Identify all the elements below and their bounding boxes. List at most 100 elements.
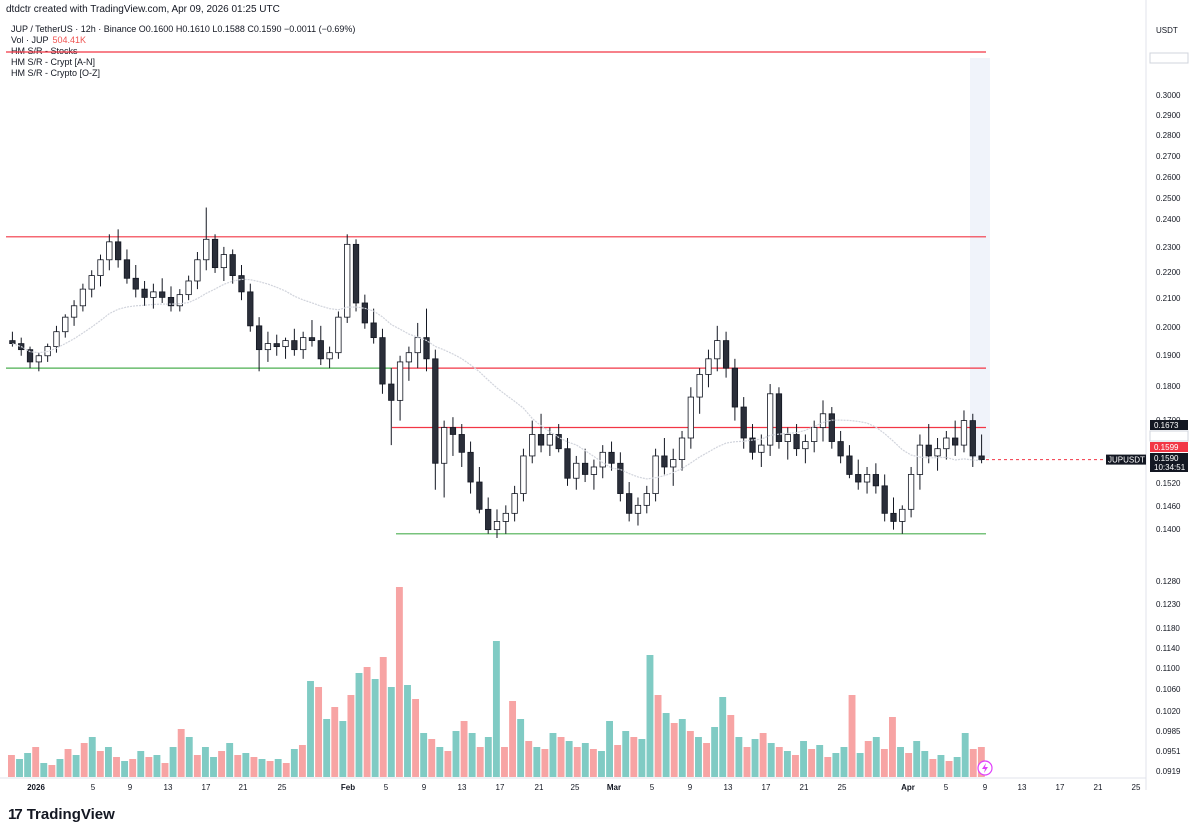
candle-body	[291, 340, 298, 351]
candle-body	[749, 437, 756, 453]
volume-bar	[703, 743, 710, 777]
candle	[537, 413, 545, 453]
candle-body	[863, 474, 871, 483]
candle	[925, 424, 932, 464]
candle	[194, 252, 201, 290]
candle	[159, 278, 166, 303]
volume-bar	[525, 741, 533, 777]
price-tag-bg	[1150, 462, 1188, 472]
candle	[388, 368, 395, 446]
price-tag-bg	[1149, 52, 1189, 64]
volume-bar	[509, 701, 517, 777]
x-tick-label: 9	[688, 783, 693, 792]
lightning-icon[interactable]	[977, 760, 993, 776]
x-tick-label: 9	[983, 783, 988, 792]
volume-bar	[210, 757, 217, 777]
volume-bar	[501, 747, 508, 777]
candle-body	[352, 243, 360, 304]
indicator-label: HM S/R - Crypto [O-Z]	[11, 68, 101, 78]
candle	[432, 349, 439, 490]
candle	[511, 485, 518, 522]
volume-legend-row[interactable]: Vol · JUP 504.41K	[11, 35, 355, 46]
candle-body	[634, 504, 642, 514]
volume-bar	[614, 745, 622, 777]
volume-bar	[444, 751, 452, 777]
price-tag-label: 0.1590	[1154, 454, 1179, 463]
volume-bar	[783, 751, 791, 777]
candle-body	[35, 355, 42, 363]
y-tick-label: 0.2900	[1156, 111, 1181, 120]
tradingview-logo[interactable]: 17 TradingView	[8, 806, 115, 823]
y-tick-label: 0.2800	[1156, 131, 1181, 140]
volume-bar	[727, 715, 735, 777]
volume-bar	[323, 719, 331, 777]
candle-body	[661, 455, 668, 468]
session-shade	[970, 58, 990, 458]
x-tick-label: 13	[1018, 783, 1027, 792]
candle-body	[493, 521, 501, 531]
volume-bar	[258, 759, 266, 777]
header-text: dtdctr created with TradingView.com, Apr…	[6, 4, 280, 15]
x-tick-label: 25	[278, 783, 287, 792]
candle-body	[467, 451, 474, 483]
candle	[150, 283, 157, 309]
x-tick-label: Apr	[901, 783, 915, 792]
y-tick-label: 0.1400	[1156, 525, 1181, 534]
candle-body	[26, 349, 34, 363]
x-tick-label: 25	[838, 783, 847, 792]
candle-body	[793, 434, 800, 450]
candle	[863, 466, 871, 494]
candle	[335, 311, 342, 359]
candle	[264, 331, 272, 362]
volume-bar	[436, 747, 444, 777]
price-chart[interactable]: USDT 0.3000 0.2900 0.2800 0.2700 0.2600 0.2500…	[0, 0, 1199, 800]
candle	[414, 322, 421, 369]
indicator-row-crypt-a-n[interactable]: HM S/R - Crypt [A-N]	[11, 57, 355, 68]
price-tag-label: 0.1599	[1154, 443, 1179, 452]
candle	[211, 234, 219, 273]
candle-body	[546, 434, 553, 446]
candle-body	[247, 291, 254, 327]
volume-bar	[282, 763, 290, 777]
volume-bar	[581, 743, 589, 777]
candle-body	[326, 352, 333, 360]
x-tick-label: 21	[800, 783, 809, 792]
ohlc-row[interactable]: JUP / TetherUS · 12h · Binance O0.1600 H…	[11, 24, 355, 35]
candle-body	[767, 393, 774, 446]
candle-body	[97, 259, 104, 276]
candle-body	[317, 340, 324, 360]
volume-bar	[767, 743, 775, 777]
x-tick-label: 25	[571, 783, 580, 792]
high-label: H	[175, 24, 183, 34]
y-tick-label: 0.1100	[1156, 664, 1180, 673]
volume-bar	[686, 731, 694, 777]
candle-body	[485, 508, 492, 531]
volume-bar	[412, 699, 420, 777]
candle-body	[608, 451, 615, 464]
candle-body	[79, 288, 87, 307]
candle	[705, 349, 712, 388]
brand-name: TradingView	[26, 806, 115, 823]
volume-bar	[355, 673, 363, 777]
y-tick-label: 0.1800	[1156, 382, 1181, 391]
candle	[141, 280, 148, 306]
candle	[379, 328, 386, 394]
candle	[405, 346, 413, 381]
candle-body	[511, 493, 518, 514]
volume-bar	[218, 751, 226, 777]
candle	[890, 497, 897, 530]
indicator-row-stocks[interactable]: HM S/R - Stocks	[11, 46, 355, 57]
candle-body	[907, 474, 915, 510]
candle-body	[626, 493, 633, 514]
volume-bar	[743, 747, 751, 777]
y-tick-label: 0.2200	[1156, 268, 1181, 277]
price-tag-bg	[1150, 442, 1188, 452]
volume-value: 504.41K	[52, 35, 87, 45]
candle	[88, 270, 95, 298]
candle-body	[335, 316, 342, 354]
volume-bar	[201, 747, 209, 777]
volume-bar	[646, 655, 654, 777]
candle-body	[775, 393, 783, 442]
x-tick-label: 17	[496, 783, 505, 792]
indicator-row-crypto-o-z[interactable]: HM S/R - Crypto [O-Z]	[11, 68, 355, 79]
